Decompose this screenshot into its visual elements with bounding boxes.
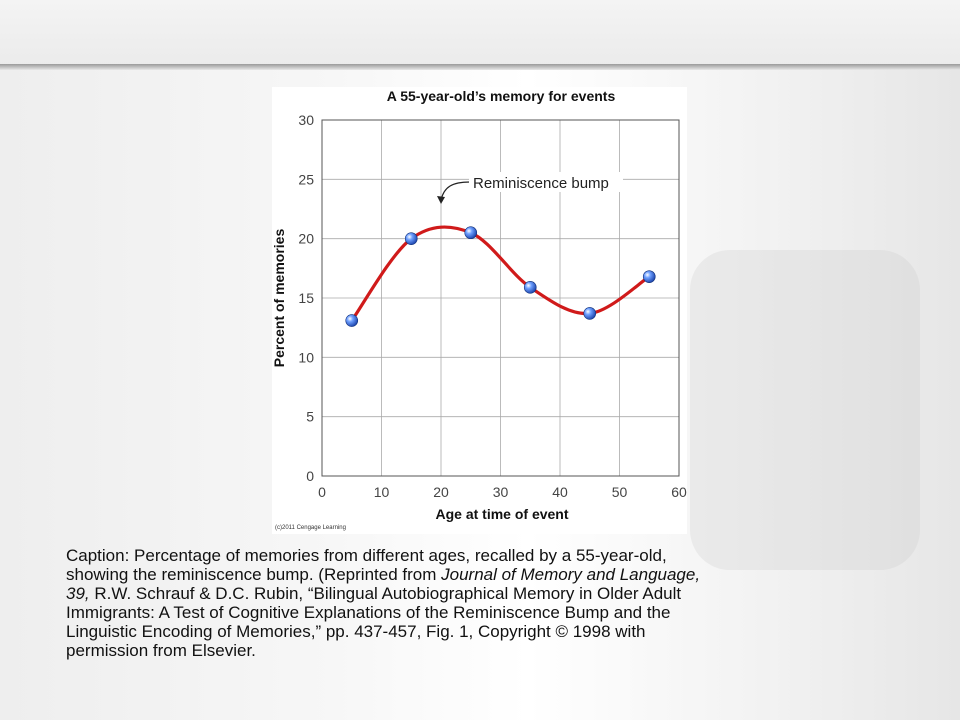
caption-run: R.W. Schrauf & D.C. Rubin, “Bilingual Au… xyxy=(89,584,682,603)
data-point-marker xyxy=(464,226,478,240)
caption-line: permission from Elsevier. xyxy=(66,641,896,660)
caption-run: showing the reminiscence bump. (Reprinte… xyxy=(66,565,442,584)
caption-line: 39, R.W. Schrauf & D.C. Rubin, “Bilingua… xyxy=(66,584,896,603)
y-axis-label: Percent of memories xyxy=(272,229,287,368)
slide-header-band xyxy=(0,0,960,66)
chart-title: A 55-year-old’s memory for events xyxy=(387,88,616,104)
caption-line: showing the reminiscence bump. (Reprinte… xyxy=(66,565,896,584)
chart-figure: A 55-year-old’s memory for events 0 10 20 3… xyxy=(272,87,687,534)
x-tick-label: 40 xyxy=(552,484,568,500)
slide-caption: Caption: Percentage of memories from dif… xyxy=(66,546,896,660)
y-tick-label: 15 xyxy=(298,290,314,306)
reminiscence-bump-chart: A 55-year-old’s memory for events 0 10 20 3… xyxy=(272,88,687,531)
y-tick-label: 5 xyxy=(306,409,314,425)
annotation-label: Reminiscence bump xyxy=(473,175,609,192)
x-tick-label: 60 xyxy=(671,484,687,500)
annotation-arrowhead xyxy=(437,196,445,204)
credit-line: (c)2011 Cengage Learning xyxy=(275,525,346,531)
y-tick-label: 10 xyxy=(298,349,314,365)
caption-line: Immigrants: A Test of Cognitive Explanat… xyxy=(66,603,896,622)
caption-line: Caption: Percentage of memories from dif… xyxy=(66,546,896,565)
data-point-marker xyxy=(642,270,656,283)
x-tick-label: 20 xyxy=(433,484,449,500)
x-tick-label: 50 xyxy=(612,484,628,500)
y-tick-label: 25 xyxy=(298,171,314,187)
caption-run: Caption: Percentage of memories from dif… xyxy=(66,546,667,565)
annotation-arrow xyxy=(440,181,471,201)
y-tick-label: 0 xyxy=(306,468,314,484)
data-point-marker xyxy=(345,314,359,327)
annotation-label-bg xyxy=(469,172,623,192)
slide-header-rule xyxy=(0,64,960,70)
x-axis-label: Age at time of event xyxy=(435,506,568,522)
data-point-marker xyxy=(523,281,537,294)
caption-run: Immigrants: A Test of Cognitive Explanat… xyxy=(66,603,671,622)
caption-italic-run: 39, xyxy=(66,584,90,603)
plot-frame xyxy=(321,119,680,477)
data-point-marker xyxy=(583,307,597,320)
caption-run: permission from Elsevier. xyxy=(66,641,256,660)
y-tick-label: 30 xyxy=(298,112,314,128)
data-point-marker xyxy=(404,232,418,245)
x-tick-label: 0 xyxy=(318,484,326,500)
caption-run: Linguistic Encoding of Memories,” pp. 43… xyxy=(66,622,646,641)
caption-italic-run: Journal of Memory and Language, xyxy=(441,565,701,584)
y-tick-label: 20 xyxy=(298,231,314,247)
x-tick-label: 10 xyxy=(374,484,390,500)
x-tick-label: 30 xyxy=(493,484,509,500)
caption-line: Linguistic Encoding of Memories,” pp. 43… xyxy=(66,622,896,641)
background-silhouette xyxy=(690,250,920,570)
axis-layer: 0 10 20 30 40 50 60 0 5 10 15 20 25 30 xyxy=(298,112,687,500)
marker-layer xyxy=(345,226,656,327)
annotation-layer: Reminiscence bump xyxy=(437,172,623,204)
